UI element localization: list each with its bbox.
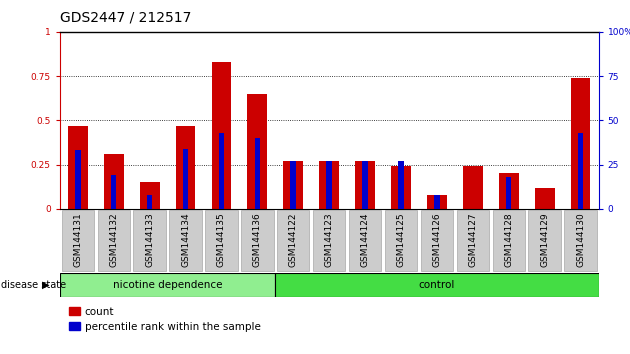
FancyBboxPatch shape — [421, 210, 453, 271]
FancyBboxPatch shape — [493, 210, 525, 271]
Bar — [499, 173, 518, 209]
Text: GSM144126: GSM144126 — [432, 212, 442, 267]
FancyBboxPatch shape — [529, 210, 561, 271]
Text: GSM144135: GSM144135 — [217, 212, 226, 267]
Bar — [355, 161, 375, 209]
Text: disease state: disease state — [1, 280, 66, 290]
Bar — [535, 188, 554, 209]
Text: GSM144130: GSM144130 — [576, 212, 585, 267]
Bar — [578, 133, 583, 209]
Bar — [219, 133, 224, 209]
Bar — [434, 195, 440, 209]
FancyBboxPatch shape — [313, 210, 345, 271]
FancyBboxPatch shape — [277, 210, 309, 271]
Text: nicotine dependence: nicotine dependence — [113, 280, 222, 290]
FancyBboxPatch shape — [457, 210, 489, 271]
Bar — [284, 161, 303, 209]
Text: GSM144131: GSM144131 — [73, 212, 83, 267]
Bar — [248, 94, 267, 209]
Text: GSM144132: GSM144132 — [109, 212, 118, 267]
Text: GSM144128: GSM144128 — [504, 212, 513, 267]
Bar — [427, 195, 447, 209]
Bar — [391, 166, 411, 209]
FancyBboxPatch shape — [205, 210, 238, 271]
FancyBboxPatch shape — [241, 210, 273, 271]
FancyBboxPatch shape — [134, 210, 166, 271]
Text: GSM144133: GSM144133 — [145, 212, 154, 267]
Bar — [140, 182, 159, 209]
FancyBboxPatch shape — [60, 273, 275, 297]
Bar — [147, 195, 152, 209]
Bar — [571, 78, 590, 209]
Text: GSM144127: GSM144127 — [468, 212, 478, 267]
Bar — [326, 161, 332, 209]
Bar — [290, 161, 296, 209]
Text: GSM144123: GSM144123 — [324, 212, 334, 267]
Bar — [319, 161, 339, 209]
Text: GSM144136: GSM144136 — [253, 212, 262, 267]
Text: GSM144122: GSM144122 — [289, 212, 298, 267]
Bar — [255, 138, 260, 209]
FancyBboxPatch shape — [98, 210, 130, 271]
Bar — [212, 62, 231, 209]
Bar — [506, 177, 512, 209]
FancyBboxPatch shape — [62, 210, 94, 271]
FancyBboxPatch shape — [275, 273, 598, 297]
Text: GSM144125: GSM144125 — [396, 212, 406, 267]
Legend: count, percentile rank within the sample: count, percentile rank within the sample — [65, 303, 265, 336]
Bar — [398, 161, 404, 209]
Bar — [183, 149, 188, 209]
Text: GSM144124: GSM144124 — [360, 212, 370, 267]
Bar — [463, 166, 483, 209]
Bar — [176, 126, 195, 209]
Text: ▶: ▶ — [42, 280, 50, 290]
Bar — [104, 154, 123, 209]
Bar — [68, 126, 88, 209]
Text: GDS2447 / 212517: GDS2447 / 212517 — [60, 11, 192, 25]
Text: GSM144129: GSM144129 — [540, 212, 549, 267]
Bar — [362, 161, 368, 209]
Text: control: control — [419, 280, 455, 290]
FancyBboxPatch shape — [564, 210, 597, 271]
FancyBboxPatch shape — [385, 210, 417, 271]
Text: GSM144134: GSM144134 — [181, 212, 190, 267]
FancyBboxPatch shape — [349, 210, 381, 271]
Bar — [75, 150, 81, 209]
FancyBboxPatch shape — [169, 210, 202, 271]
Bar — [111, 175, 117, 209]
